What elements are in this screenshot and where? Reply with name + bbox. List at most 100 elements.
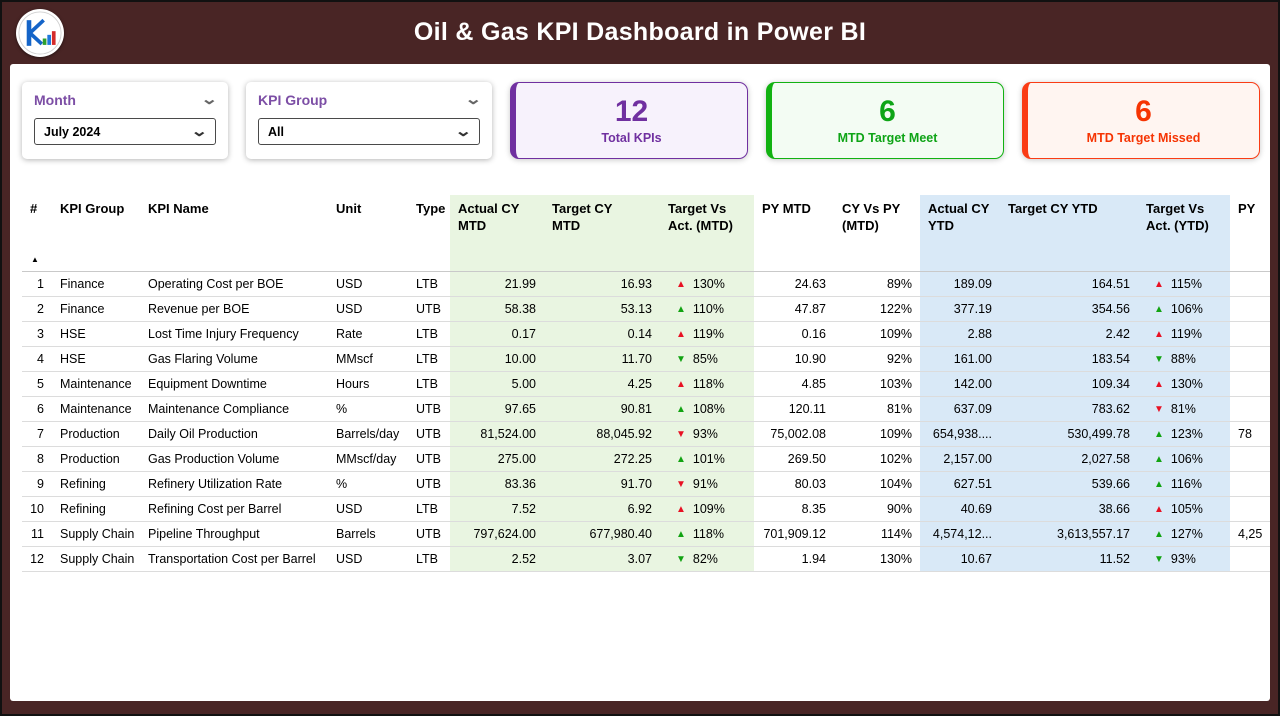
cell-cy_vs_py: 122% <box>834 296 920 322</box>
kpi-group-slicer-header[interactable]: KPI Group ⌄ <box>258 91 483 108</box>
cell-name: Lost Time Injury Frequency <box>140 321 328 347</box>
triangle-down-icon: ▼ <box>1154 403 1164 415</box>
kpi-group-dropdown[interactable]: All ⌄ <box>258 118 480 145</box>
cell-group: Supply Chain <box>52 521 140 547</box>
variance-percent: 127% <box>1170 526 1203 541</box>
table-row[interactable]: 1 Finance Operating Cost per BOE USD LTB 21.9… <box>22 271 1270 297</box>
sort-ascending-icon: ▲ <box>31 255 39 265</box>
table-row[interactable]: 11 Supply Chain Pipeline Throughput Barrels… <box>22 521 1270 547</box>
cell-actual_mtd: 81,524.00 <box>450 421 544 447</box>
cell-target_mtd: 90.81 <box>544 396 660 422</box>
cell-py_ytd <box>1230 446 1270 472</box>
cell-actual_ytd: 377.19 <box>920 296 1000 322</box>
col-header-group[interactable]: KPI Group <box>52 195 140 272</box>
cell-tva_ytd: ▲ 115% <box>1138 271 1230 297</box>
table-row[interactable]: 3 HSE Lost Time Injury Frequency Rate LTB 0.1… <box>22 321 1270 347</box>
cell-target_ytd: 109.34 <box>1000 371 1138 397</box>
report-body: Month ⌄ July 2024 ⌄ KPI Group ⌄ All ⌄ <box>10 64 1270 701</box>
cell-tva_ytd: ▲ 123% <box>1138 421 1230 447</box>
cell-name: Operating Cost per BOE <box>140 271 328 297</box>
col-header-label: Target Vs Act. (YTD) <box>1146 201 1209 233</box>
table-row[interactable]: 6 Maintenance Maintenance Compliance% UTB 97… <box>22 396 1270 422</box>
col-header-target_mtd[interactable]: Target CY MTD <box>544 195 660 272</box>
cell-target_ytd: 2.42 <box>1000 321 1138 347</box>
cell-num: 6 <box>22 396 52 422</box>
triangle-down-icon: ▼ <box>1154 353 1164 365</box>
table-row[interactable]: 10 Refining Refining Cost per Barrel USD LTB… <box>22 496 1270 522</box>
cell-py_mtd: 0.16 <box>754 321 834 347</box>
cell-py_ytd <box>1230 296 1270 322</box>
cell-unit: MMscf <box>328 346 408 372</box>
month-dropdown[interactable]: July 2024 ⌄ <box>34 118 216 145</box>
col-header-py_mtd[interactable]: PY MTD <box>754 195 834 272</box>
cell-tva_ytd: ▼ 81% <box>1138 396 1230 422</box>
table-row[interactable]: 4 HSE Gas Flaring Volume MMscf LTB 10.00 11.70… <box>22 346 1270 372</box>
cell-actual_mtd: 275.00 <box>450 446 544 472</box>
table-row[interactable]: 9 Refining Refinery Utilization Rate% UTB 83… <box>22 471 1270 497</box>
col-header-actual_mtd[interactable]: Actual CY MTD <box>450 195 544 272</box>
col-header-type[interactable]: Type <box>408 195 450 272</box>
month-slicer: Month ⌄ July 2024 ⌄ <box>22 82 228 159</box>
triangle-down-icon: ▼ <box>1154 553 1164 565</box>
month-slicer-header[interactable]: Month ⌄ <box>34 92 219 108</box>
cell-target_mtd: 0.14 <box>544 321 660 347</box>
variance-percent: 116% <box>1170 476 1202 491</box>
cell-unit: MMscf/day <box>328 446 408 472</box>
table-row[interactable]: 2 Finance Revenue per BOE USD UTB 58.38 53.13 ▲… <box>22 296 1270 322</box>
cell-tva_ytd: ▲ 116% <box>1138 471 1230 497</box>
col-header-tva_mtd[interactable]: Target Vs Act. (MTD) <box>660 195 754 272</box>
total-kpis-card: 12 Total KPIs <box>510 82 748 159</box>
cell-cy_vs_py: 81% <box>834 396 920 422</box>
col-header-tva_ytd[interactable]: Target Vs Act. (YTD) <box>1138 195 1230 272</box>
mtd-target-meet-card: 6 MTD Target Meet <box>766 82 1004 159</box>
cell-target_ytd: 38.66 <box>1000 496 1138 522</box>
cell-type: UTB <box>408 296 450 322</box>
table-row[interactable]: 12 Supply Chain Transportation Cost per Ba… <box>22 546 1270 572</box>
cell-type: LTB <box>408 271 450 297</box>
cell-tva_mtd: ▲ 118% <box>660 371 754 397</box>
cell-type: UTB <box>408 421 450 447</box>
cell-actual_ytd: 2.88 <box>920 321 1000 347</box>
kpi-table-grid: # ▲ KPI Group KPI Name Unit Type Actual CY MTD… <box>22 195 1270 572</box>
cell-cy_vs_py: 102% <box>834 446 920 472</box>
cell-unit: USD <box>328 546 408 572</box>
cell-tva_mtd: ▲ 130% <box>660 271 754 297</box>
cell-target_ytd: 2,027.58 <box>1000 446 1138 472</box>
col-header-actual_ytd[interactable]: Actual CY YTD <box>920 195 1000 272</box>
triangle-up-icon: ▲ <box>1154 278 1164 290</box>
cell-py_mtd: 10.90 <box>754 346 834 372</box>
table-row[interactable]: 7 Production Daily Oil Production Barrels/d… <box>22 421 1270 447</box>
table-row[interactable]: 8 Production Gas Production Volume MMscf/da… <box>22 446 1270 472</box>
cell-target_mtd: 91.70 <box>544 471 660 497</box>
variance-percent: 119% <box>692 326 724 341</box>
variance-percent: 110% <box>692 301 724 316</box>
col-header-target_ytd[interactable]: Target CY YTD <box>1000 195 1138 272</box>
cell-unit: Barrels/day <box>328 421 408 447</box>
cell-num: 8 <box>22 446 52 472</box>
triangle-up-icon: ▲ <box>1154 378 1164 390</box>
cell-tva_mtd: ▲ 110% <box>660 296 754 322</box>
col-header-name[interactable]: KPI Name <box>140 195 328 272</box>
triangle-down-icon: ▼ <box>676 428 686 440</box>
col-header-label: PY MTD <box>762 201 811 216</box>
table-row[interactable]: 5 Maintenance Equipment Downtime Hours LTB 5.… <box>22 371 1270 397</box>
cell-actual_ytd: 40.69 <box>920 496 1000 522</box>
cell-actual_ytd: 654,938.... <box>920 421 1000 447</box>
cell-py_mtd: 120.11 <box>754 396 834 422</box>
cell-py_mtd: 4.85 <box>754 371 834 397</box>
cell-group: Refining <box>52 471 140 497</box>
cell-tva_ytd: ▲ 130% <box>1138 371 1230 397</box>
col-header-label: KPI Group <box>60 201 125 216</box>
col-header-num[interactable]: # ▲ <box>22 195 52 272</box>
mtd-target-missed-card: 6 MTD Target Missed <box>1022 82 1260 159</box>
chevron-down-icon: ⌄ <box>464 91 483 108</box>
cell-actual_ytd: 161.00 <box>920 346 1000 372</box>
col-header-unit[interactable]: Unit <box>328 195 408 272</box>
cell-name: Refining Cost per Barrel <box>140 496 328 522</box>
col-header-label: CY Vs PY (MTD) <box>842 201 901 233</box>
col-header-py_ytd[interactable]: PY <box>1230 195 1270 272</box>
variance-percent: 130% <box>692 276 725 291</box>
col-header-cy_vs_py[interactable]: CY Vs PY (MTD) <box>834 195 920 272</box>
cell-num: 7 <box>22 421 52 447</box>
col-header-label: Target Vs Act. (MTD) <box>668 201 733 233</box>
